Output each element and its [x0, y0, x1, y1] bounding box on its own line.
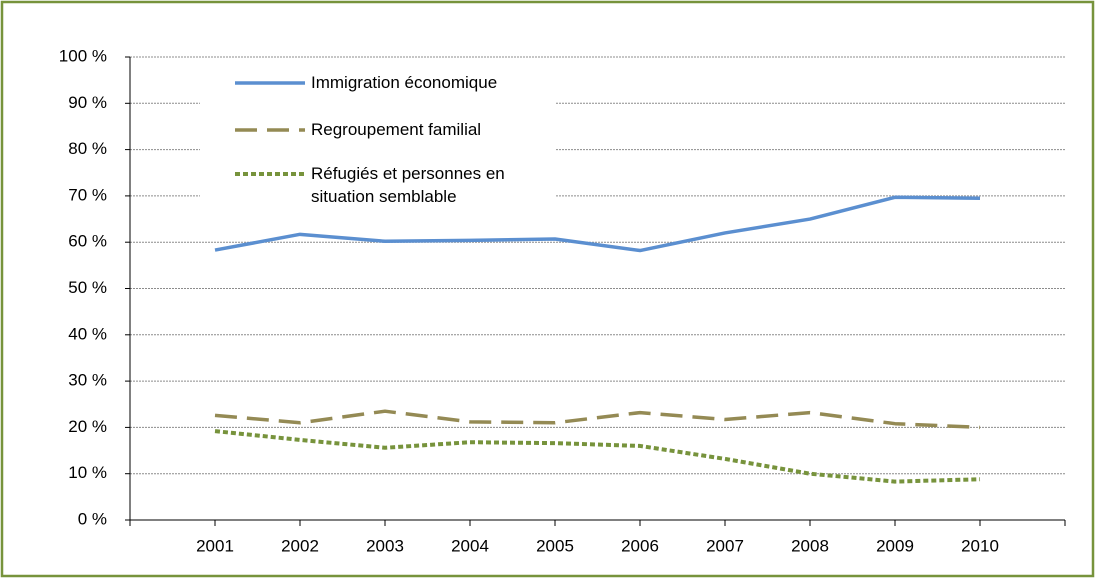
x-tick-label: 2009: [876, 536, 914, 555]
y-tick-label: 0 %: [78, 509, 107, 528]
x-tick-label: 2003: [366, 536, 404, 555]
x-tick-label: 2004: [451, 536, 489, 555]
legend-label: Regroupement familial: [311, 120, 482, 139]
y-tick-label: 100 %: [59, 46, 107, 65]
legend-item: Immigration économique: [311, 73, 498, 92]
x-tick-label: 2007: [706, 536, 744, 555]
line-series: [214, 195, 981, 253]
y-tick-label: 70 %: [68, 185, 107, 204]
y-tick-label: 50 %: [68, 278, 107, 297]
x-tick-label: 2010: [961, 536, 999, 555]
x-tick-label: 2008: [791, 536, 829, 555]
line-series: [214, 409, 981, 430]
x-tick-label: 2005: [536, 536, 574, 555]
y-tick-label: 80 %: [68, 139, 107, 158]
legend-label: Réfugiés et personnes en situation sembl…: [311, 164, 505, 206]
y-tick-label: 60 %: [68, 232, 107, 251]
y-tick-label: 20 %: [68, 417, 107, 436]
x-tick-label: 2006: [621, 536, 659, 555]
legend-item: Regroupement familial: [311, 120, 482, 139]
y-tick-label: 40 %: [68, 324, 107, 343]
legend-label: Immigration économique: [311, 73, 498, 92]
x-tick-label: 2002: [281, 536, 319, 555]
y-tick-label: 10 %: [68, 463, 107, 482]
y-tick-label: 30 %: [68, 371, 107, 390]
x-tick-label: 2001: [196, 536, 234, 555]
legend-box: [200, 62, 555, 214]
legend-item: Réfugiés et personnes en situation sembl…: [311, 164, 505, 206]
y-tick-label: 90 %: [68, 93, 107, 112]
line-series: [214, 429, 981, 484]
